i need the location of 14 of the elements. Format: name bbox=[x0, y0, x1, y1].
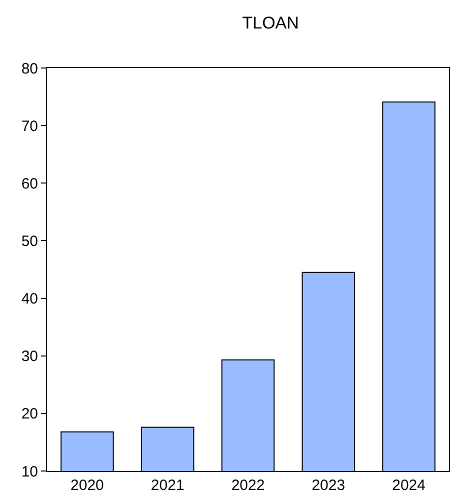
y-tick-label: 10 bbox=[21, 463, 38, 480]
x-tick-label: 2022 bbox=[231, 477, 265, 494]
x-tick-label: 2020 bbox=[70, 477, 104, 494]
x-tick-label: 2024 bbox=[392, 477, 426, 494]
y-tick-label: 50 bbox=[21, 232, 38, 250]
y-tick-label: 80 bbox=[21, 60, 38, 78]
y-tick-label: 20 bbox=[21, 406, 38, 423]
y-tick-label: 40 bbox=[21, 290, 38, 308]
chart-title: TLOAN bbox=[242, 13, 299, 32]
x-tick-label: 2021 bbox=[150, 477, 184, 494]
y-tick-label: 70 bbox=[21, 118, 38, 135]
y-tick-label: 60 bbox=[21, 175, 38, 192]
x-tick-label: 2023 bbox=[312, 477, 346, 494]
y-tick-label: 30 bbox=[21, 348, 38, 366]
